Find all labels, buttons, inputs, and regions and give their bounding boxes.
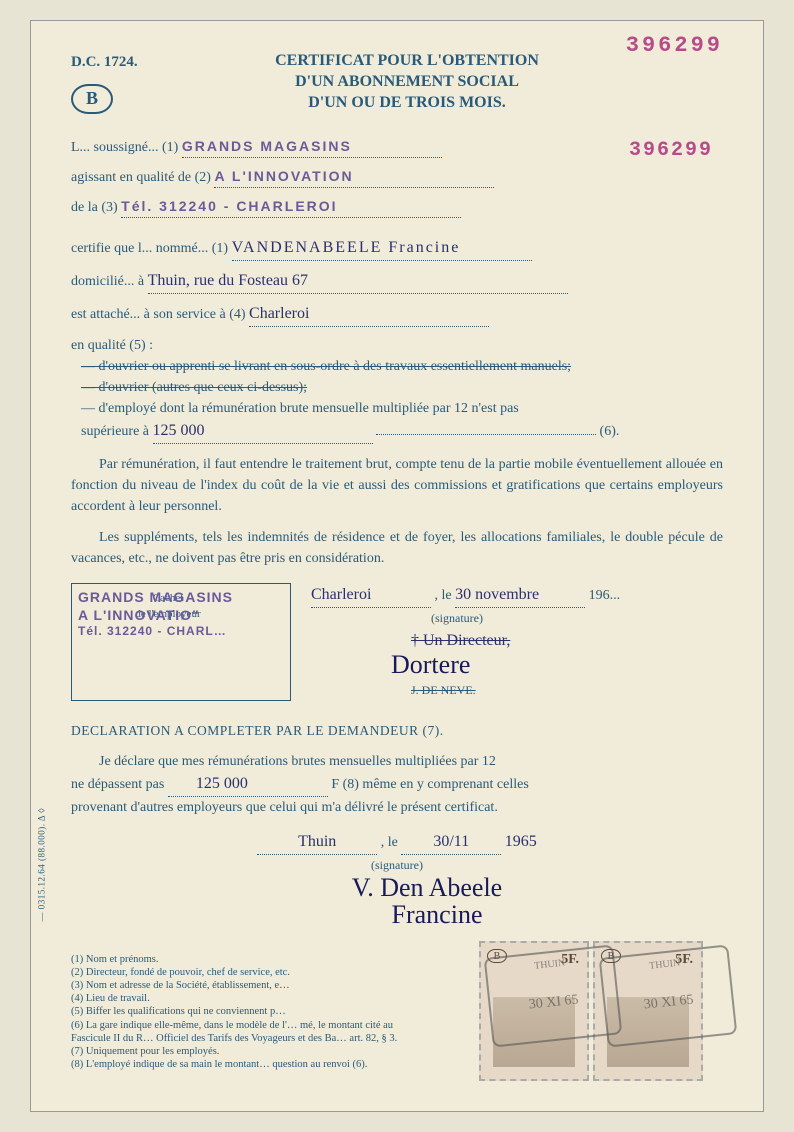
decl-text-b: ne dépassent pas xyxy=(71,777,164,792)
railway-logo: B xyxy=(71,84,113,114)
title-line-2: D'UN ABONNEMENT SOCIAL xyxy=(151,72,663,93)
value-company-2: A L'INNOVATION xyxy=(214,166,494,188)
cachet-stamp-2: A L'INNOVATIO" xyxy=(78,606,284,624)
footnotes: (1) Nom et prénoms. (2) Directeur, fondé… xyxy=(71,953,401,1071)
print-code-vertical: — 0315.12.64 (88.000). Δ ◊ xyxy=(36,807,50,921)
label-le-1: , le xyxy=(435,588,452,603)
value-service: Charleroi xyxy=(249,302,489,327)
value-company-3: Tél. 312240 - CHARLEROI xyxy=(121,196,461,218)
option-employe-text-b: supérieure à xyxy=(81,424,149,439)
label-qualite: agissant en qualité de (2) xyxy=(71,170,211,185)
footnote-5: (5) Biffer les qualifications qui ne con… xyxy=(71,1005,401,1018)
cachet-stamp-3: Tél. 312240 - CHARL… xyxy=(78,624,284,640)
label-dela: de la (3) xyxy=(71,200,118,215)
paragraph-remuneration: Par rémunération, il faut entendre le tr… xyxy=(71,454,723,517)
line-attache: est attaché... à son service à (4) Charl… xyxy=(71,302,723,327)
option-employe-end: (6). xyxy=(600,424,620,439)
stamp-illustration-2 xyxy=(607,997,689,1067)
value-lieu-1: Charleroi xyxy=(311,583,431,608)
stamp-value-2: 5F. xyxy=(675,949,693,970)
value-company-1: GRANDS MAGASINS xyxy=(182,136,442,158)
title-line-1: CERTIFICAT POUR L'OBTENTION xyxy=(151,51,663,72)
cachet-box: Cachet de l'employeur GRANDS MAGASINS A … xyxy=(71,583,291,701)
employer-signature-row: Cachet de l'employeur GRANDS MAGASINS A … xyxy=(71,583,723,701)
form-code: D.C. 1724. xyxy=(71,51,151,74)
value-montant-2: 125 000 xyxy=(168,772,328,797)
value-date-1: 30 novembre xyxy=(455,583,585,608)
value-montant-1: 125 000 xyxy=(153,419,373,444)
value-date-2: 30/11 xyxy=(401,830,501,855)
postage-stamp-2: B 5F. xyxy=(593,941,703,1081)
line-domicile: domicilié... à Thuin, rue du Fosteau 67 xyxy=(71,269,723,294)
value-lieu-2: Thuin xyxy=(257,830,377,855)
top-stamped-number: 396299 xyxy=(626,29,723,62)
label-signature-2: (signature) xyxy=(371,858,423,872)
title-line-3: D'UN OU DE TROIS MOIS. xyxy=(151,93,663,114)
option-employe-text-a: — d'employé dont la rémunération brute m… xyxy=(81,401,519,416)
postage-stamp-1: B 5F. xyxy=(479,941,589,1081)
label-de-neve: J. DE NEVE. xyxy=(411,683,476,697)
side-stamped-number: 396299 xyxy=(629,136,713,166)
label-en-qualite: en qualité (5) : xyxy=(71,338,153,353)
footnote-7: (7) Uniquement pour les employés. xyxy=(71,1045,401,1058)
option-ouvrier-apprenti: — d'ouvrier ou apprenti se livrant en so… xyxy=(81,356,723,377)
value-domicile: Thuin, rue du Fosteau 67 xyxy=(148,269,568,294)
label-domicilie: domicilié... à xyxy=(71,274,144,289)
decl-text-d: provenant d'autres employeurs que celui … xyxy=(71,800,498,815)
applicant-date-line: Thuin , le 30/11 1965 (signature) V. Den… xyxy=(71,830,723,930)
label-signature-1: (signature) xyxy=(431,611,483,625)
certificate-document: 396299 D.C. 1724. B CERTIFICAT POUR L'OB… xyxy=(30,20,764,1112)
value-year-2: 1965 xyxy=(505,833,537,850)
paragraph-supplements: Les suppléments, tels les indemnités de … xyxy=(71,527,723,569)
option-ouvrier-autres: — d'ouvrier (autres que ceux ci-dessus); xyxy=(81,377,723,398)
value-nomme: VANDENABEELE Francine xyxy=(232,236,532,261)
footnote-1: (1) Nom et prénoms. xyxy=(71,953,401,966)
decl-text-c: F (8) même en y comprenant celles xyxy=(331,777,528,792)
label-le-2: , le xyxy=(381,835,398,850)
cachet-stamp-overlay: GRANDS MAGASINS A L'INNOVATIO" Tél. 3122… xyxy=(72,584,290,700)
signature-employer: Dortere xyxy=(391,650,470,679)
label-certifie: certifie que l... nommé... (1) xyxy=(71,241,228,256)
line-certifie: certifie que l... nommé... (1) VANDENABE… xyxy=(71,236,723,261)
option-employe: — d'employé dont la rémunération brute m… xyxy=(81,398,723,444)
line-soussigne: 396299 L... soussigné... (1) GRANDS MAGA… xyxy=(71,136,723,158)
footnote-8: (8) L'employé indique de sa main le mont… xyxy=(71,1058,401,1071)
label-soussigne: L... soussigné... (1) xyxy=(71,140,178,155)
stamp-logo-1: B xyxy=(487,949,507,963)
certificate-title: CERTIFICAT POUR L'OBTENTION D'UN ABONNEM… xyxy=(151,51,663,114)
cachet-stamp-1: GRANDS MAGASINS xyxy=(78,588,284,606)
signature-applicant-b: Francine xyxy=(392,900,483,929)
declaration-body: Je déclare que mes rémunérations brutes … xyxy=(71,751,723,818)
line-qualite: agissant en qualité de (2) A L'INNOVATIO… xyxy=(71,166,723,188)
footnote-4: (4) Lieu de travail. xyxy=(71,992,401,1005)
year-prefix-1: 196 xyxy=(589,588,610,603)
line-en-qualite: en qualité (5) : xyxy=(71,335,723,356)
label-attache: est attaché... à son service à (4) xyxy=(71,307,246,322)
footnote-3: (3) Nom et adresse de la Société, établi… xyxy=(71,979,401,992)
footnote-2: (2) Directeur, fondé de pouvoir, chef de… xyxy=(71,966,401,979)
label-directeur: † Un Directeur, xyxy=(411,632,510,649)
employer-sig-right: Charleroi , le 30 novembre 196... (signa… xyxy=(311,583,723,701)
stamp-illustration-1 xyxy=(493,997,575,1067)
decl-text-a: Je déclare que mes rémunérations brutes … xyxy=(99,754,496,769)
line-dela: de la (3) Tél. 312240 - CHARLEROI xyxy=(71,196,723,218)
signature-applicant-a: V. Den Abeele xyxy=(352,873,502,902)
footnote-6: (6) La gare indique elle-même, dans le m… xyxy=(71,1019,401,1045)
postage-stamps: B 5F. B 5F. xyxy=(479,941,703,1081)
stamp-value-1: 5F. xyxy=(561,949,579,970)
declaration-title: DECLARATION A COMPLETER PAR LE DEMANDEUR… xyxy=(71,721,723,741)
stamp-logo-2: B xyxy=(601,949,621,963)
